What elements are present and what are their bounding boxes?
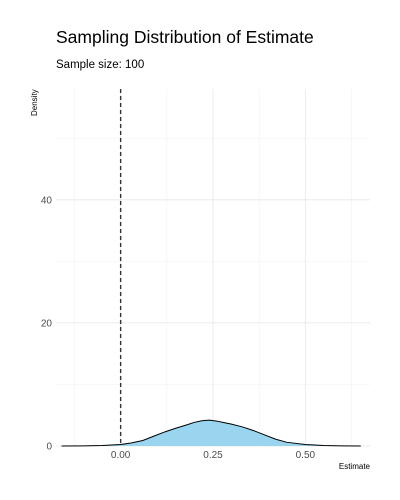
grid <box>56 89 370 447</box>
y-axis-label: Density <box>30 89 39 116</box>
y-tick-label: 40 <box>41 195 53 206</box>
x-tick-label: 0.00 <box>111 450 131 461</box>
x-tick-label: 0.50 <box>296 450 316 461</box>
chart-title: Sampling Distribution of Estimate <box>56 27 314 47</box>
x-axis-label: Estimate <box>339 462 371 471</box>
x-tick-label: 0.25 <box>203 450 223 461</box>
chart-subtitle: Sample size: 100 <box>56 59 145 71</box>
density-area <box>61 419 361 447</box>
y-tick-label: 0 <box>46 442 52 453</box>
density-line <box>61 419 361 447</box>
density-fill <box>61 420 361 446</box>
y-tick-label: 20 <box>41 318 53 329</box>
axis-ticks: 0.00 0.25 0.50 0 20 40 <box>41 195 316 461</box>
